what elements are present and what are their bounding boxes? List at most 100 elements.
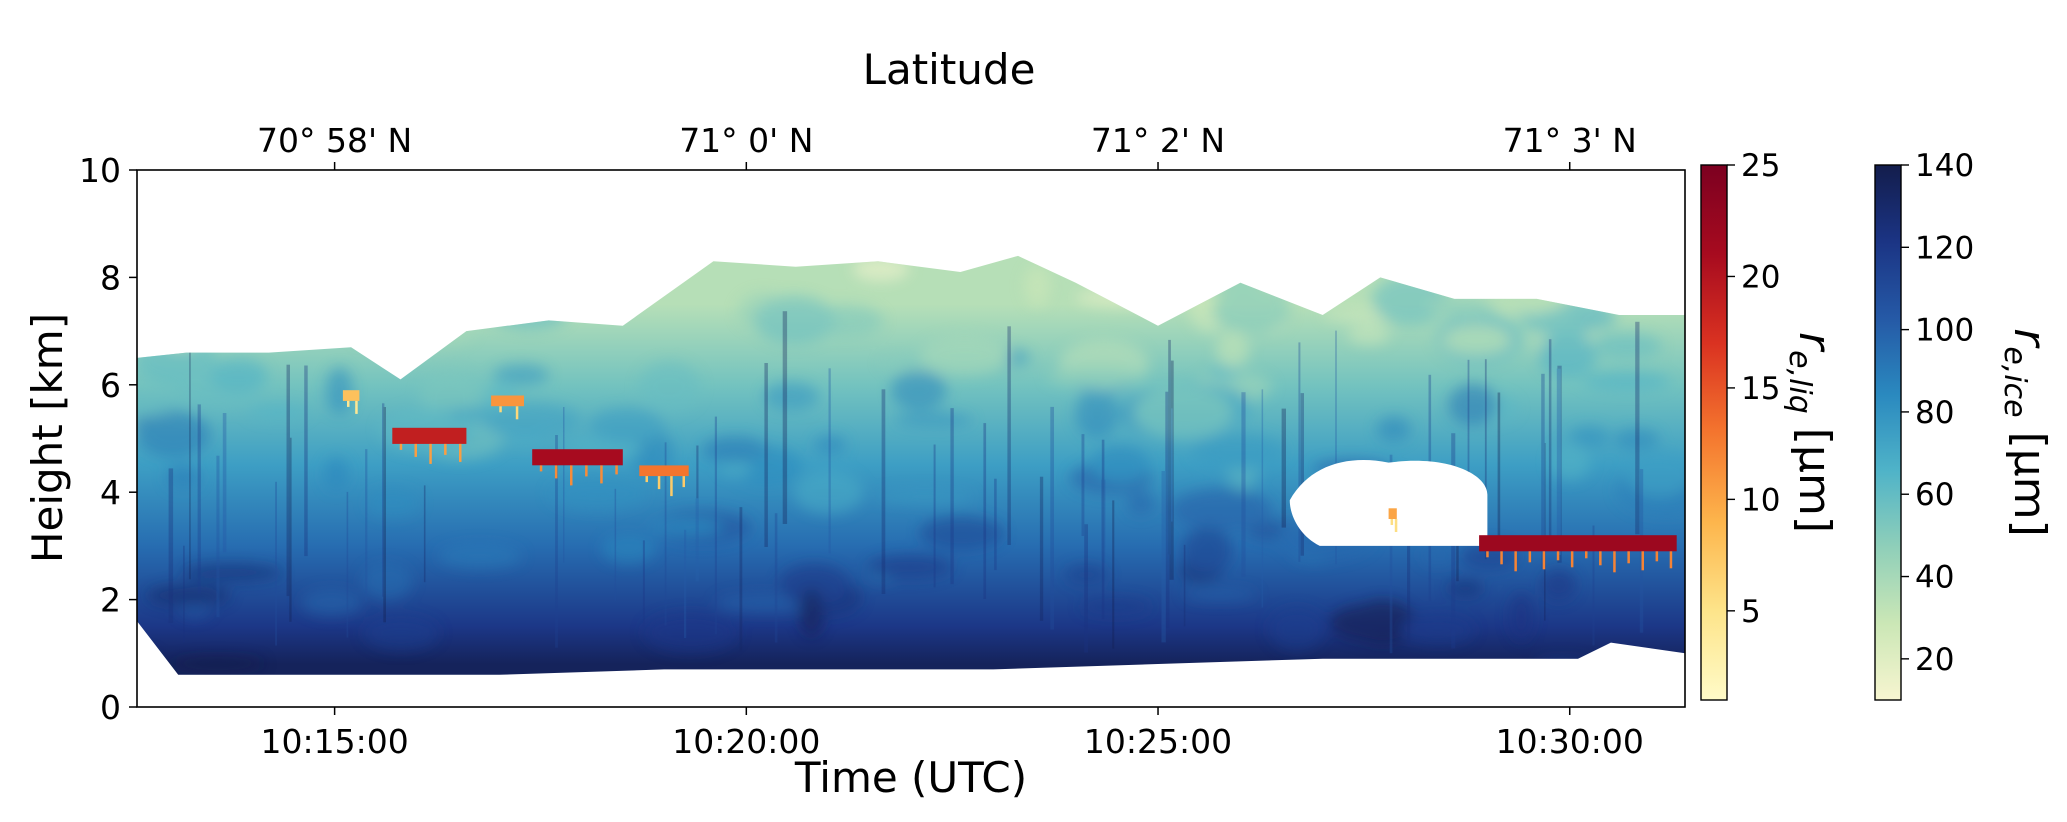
ice-streak <box>222 413 227 553</box>
axes: 10:15:00 10:20:00 10:25:00 10:30:00 70° 58' … <box>79 121 1644 761</box>
liquid-colorbar-title: re,liq [µm] <box>1782 332 1840 533</box>
ice-streak <box>286 364 290 597</box>
ice-texture-blob <box>209 358 268 393</box>
ice-streak <box>1557 365 1562 563</box>
ice-texture-blob <box>793 470 864 514</box>
liquid-colorbar-ramp <box>1700 164 1728 701</box>
ice-texture-blob <box>867 554 954 579</box>
ice-streak <box>1541 373 1545 569</box>
ice-texture-blob <box>445 407 505 421</box>
ice-streak <box>1548 339 1552 539</box>
liquid-drip <box>1655 551 1659 562</box>
ice-texture-blob <box>137 255 193 284</box>
ice-streak <box>1161 471 1166 643</box>
x-axis-title: Time (UTC) <box>794 753 1027 802</box>
ice-streak <box>1007 326 1011 545</box>
ice-texture-blob <box>437 543 523 569</box>
ice-texture-blob <box>1590 273 1621 296</box>
ice-streak <box>1241 392 1246 578</box>
ice-texture-blob <box>753 295 836 344</box>
ice-texture-blob <box>493 364 550 386</box>
ice-texture-blob <box>814 435 847 455</box>
ice-texture-blob <box>1208 365 1241 380</box>
liquid-drip <box>459 443 462 462</box>
ice-streak <box>1484 359 1487 560</box>
liquid-colorbar-tick-label: 25 <box>1741 148 1780 184</box>
ice-streak <box>189 349 191 580</box>
liquid-drip <box>1528 551 1532 563</box>
ice-streak <box>614 488 617 601</box>
ice-texture-blob <box>1549 443 1591 480</box>
ice-colorbar-ramp <box>1874 164 1902 701</box>
ice-streak <box>933 444 936 588</box>
ice-texture-blob <box>1191 256 1270 292</box>
ice-streak <box>764 363 768 547</box>
liquid-drip <box>515 406 519 420</box>
ice-streak <box>950 408 954 585</box>
ice-streak <box>664 442 667 626</box>
ice-streak <box>714 416 717 635</box>
liquid-drip <box>1585 551 1588 559</box>
ice-texture-blob <box>1401 615 1475 645</box>
ice-texture-blob <box>920 335 1009 376</box>
ice-texture-blob <box>325 367 353 415</box>
y-tick-label: 6 <box>100 366 121 405</box>
ice-streak <box>994 478 997 571</box>
ice-texture-blob <box>489 297 569 330</box>
latitude-tick-label: 71° 0' N <box>679 121 813 160</box>
y-tick-label: 2 <box>100 581 121 620</box>
ice-streak <box>1467 359 1470 541</box>
ice-streak <box>1169 360 1174 580</box>
plot-frame <box>136 169 1686 708</box>
liquid-drip <box>645 476 648 483</box>
ice-streak <box>1556 368 1561 555</box>
liquid-drip <box>1500 551 1503 565</box>
x-tick-label: 10:20:00 <box>672 722 820 761</box>
liquid-drip <box>1641 551 1644 571</box>
ice-texture-blob <box>919 516 1004 551</box>
colorbars: 5 10 15 20 25 re,liq [µm] 20 40 60 80 100 120 140 re,… <box>1700 148 2055 701</box>
ice-streak <box>739 507 743 652</box>
liquid-drip <box>1627 551 1630 564</box>
ice-texture-blob <box>1170 488 1272 532</box>
ice-colorbar-tick-label: 60 <box>1915 477 1954 513</box>
ice-texture-blob <box>1448 383 1497 426</box>
liquid-colorbar-tick-label: 20 <box>1741 259 1780 295</box>
liquid-drip <box>554 465 558 479</box>
ice-texture-blob <box>1268 607 1326 651</box>
ice-texture-blob <box>1075 389 1119 438</box>
ice-streak <box>1261 389 1264 608</box>
y-tick-label: 4 <box>100 473 121 512</box>
ice-texture-blob <box>1427 255 1514 284</box>
ice-texture-blob <box>1080 597 1152 616</box>
ice-texture-blob <box>481 402 581 438</box>
plot-area <box>137 255 1685 675</box>
ice-streak <box>774 513 778 643</box>
liquid-drip <box>600 465 603 484</box>
liquid-layer <box>1479 535 1677 552</box>
ice-texture-blob <box>180 563 283 582</box>
ice-colorbar: 20 40 60 80 100 120 140 re,ice [µm] <box>1874 148 2055 701</box>
ice-streak <box>782 311 788 524</box>
ice-texture-blob <box>1046 368 1142 387</box>
ice-texture-blob <box>763 382 820 411</box>
ice-streak <box>1112 500 1115 649</box>
latitude-tick-label: 71° 2' N <box>1091 121 1225 160</box>
liquid-layer <box>491 395 524 407</box>
ice-texture-blob <box>1259 273 1300 296</box>
y-tick-label: 0 <box>100 688 121 727</box>
liquid-drip <box>347 400 350 407</box>
liquid-drip <box>1390 519 1394 525</box>
ice-texture-blob <box>721 460 751 476</box>
x-tick-label: 10:25:00 <box>1084 722 1232 761</box>
liquid-layer <box>342 390 360 401</box>
liquid-drip <box>1556 551 1560 561</box>
ice-fall-streaks <box>168 311 1644 654</box>
liquid-drip <box>682 476 685 488</box>
ice-texture-blob <box>1534 657 1591 670</box>
ice-texture-blob <box>1347 324 1391 345</box>
ice-texture-blob <box>798 588 825 637</box>
ice-streak <box>365 449 368 602</box>
ice-streak <box>1101 439 1105 620</box>
